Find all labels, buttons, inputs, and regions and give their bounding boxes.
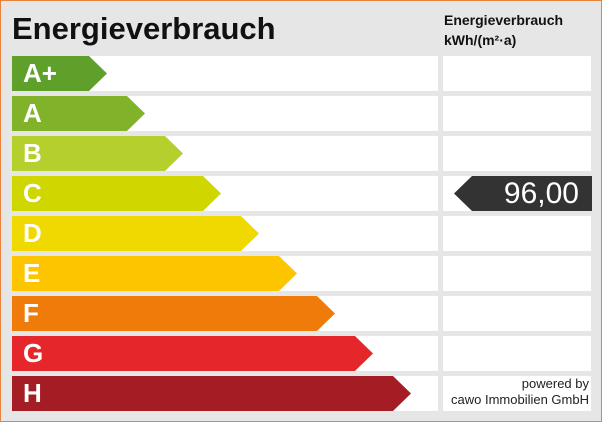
energy-class-label: F bbox=[23, 298, 39, 328]
energy-row-f: F bbox=[12, 296, 438, 331]
energy-class-label: C bbox=[23, 178, 42, 208]
energy-class-label: A bbox=[23, 98, 42, 128]
energy-row-g: G bbox=[12, 336, 438, 371]
energy-class-arrow: C bbox=[12, 176, 221, 211]
energy-class-label: E bbox=[23, 258, 41, 288]
energy-row-h: H bbox=[12, 376, 438, 411]
energy-row-d: D bbox=[12, 216, 438, 251]
energy-class-arrow: B bbox=[12, 136, 183, 171]
energy-class-arrow: E bbox=[12, 256, 297, 291]
consumption-indicator: 96,00 bbox=[454, 176, 592, 211]
energy-class-label: B bbox=[23, 138, 42, 168]
energy-class-arrow: F bbox=[12, 296, 335, 331]
page-title: Energieverbrauch bbox=[12, 11, 276, 46]
value-cell bbox=[443, 296, 591, 331]
column-title: Energieverbrauch bbox=[444, 12, 564, 28]
energy-row-b: B bbox=[12, 136, 438, 171]
energy-row-c: C bbox=[12, 176, 438, 211]
energy-row-e: E bbox=[12, 256, 438, 291]
energy-class-label: G bbox=[23, 338, 44, 368]
footer-credit: powered by cawo Immobilien GmbH bbox=[443, 376, 591, 411]
energy-class-label: A+ bbox=[23, 58, 57, 88]
energy-class-label: H bbox=[23, 378, 42, 408]
value-cell bbox=[443, 56, 591, 91]
value-column-header: Energieverbrauch kWh/(m²·a) bbox=[444, 10, 599, 50]
energy-class-arrow: A bbox=[12, 96, 145, 131]
footer-company: cawo Immobilien GmbH bbox=[451, 392, 589, 407]
energy-row-a-plus: A+ bbox=[12, 56, 438, 91]
energy-class-label: D bbox=[23, 218, 42, 248]
value-cell bbox=[443, 336, 591, 371]
value-cell bbox=[443, 256, 591, 291]
energy-class-arrow: H bbox=[12, 376, 411, 411]
energy-row-a: A bbox=[12, 96, 438, 131]
value-cell bbox=[443, 96, 591, 131]
footer-powered-by: powered by bbox=[521, 376, 589, 391]
energy-class-arrow: G bbox=[12, 336, 373, 371]
column-unit: kWh/(m²·a) bbox=[444, 32, 517, 48]
value-cell bbox=[443, 136, 591, 171]
value-cell bbox=[443, 216, 591, 251]
energy-class-arrow: D bbox=[12, 216, 259, 251]
energy-class-arrow: A+ bbox=[12, 56, 107, 91]
consumption-value: 96,00 bbox=[503, 177, 579, 210]
